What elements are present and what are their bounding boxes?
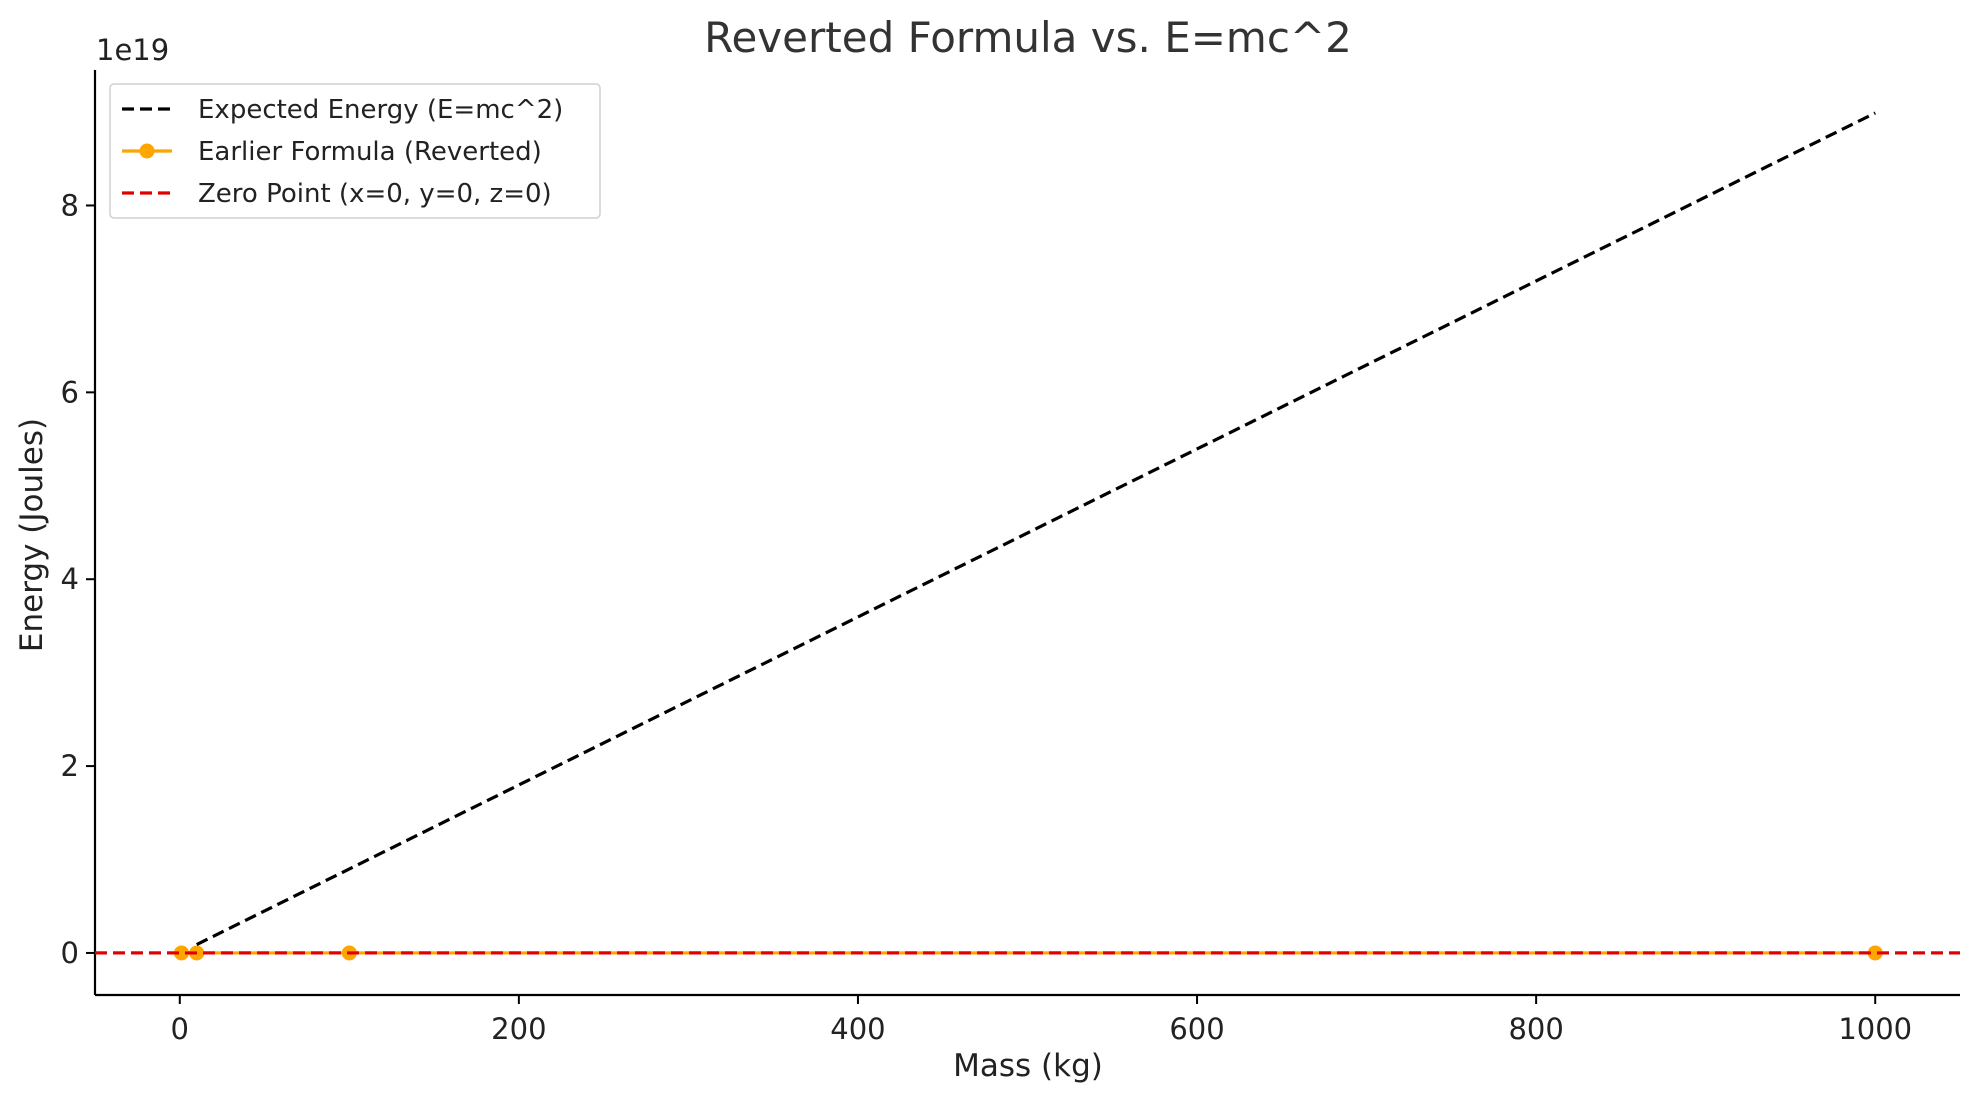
x-tick-label: 0 (171, 1012, 189, 1046)
legend-label: Expected Energy (E=mc^2) (198, 95, 563, 125)
legend-marker (139, 143, 155, 159)
earlier-formula-point (173, 945, 189, 961)
x-tick-label: 200 (491, 1012, 546, 1046)
x-tick-label: 600 (1169, 1012, 1224, 1046)
earlier-formula-point (1867, 945, 1883, 961)
x-tick-label: 800 (1508, 1012, 1563, 1046)
legend: Expected Energy (E=mc^2) Earlier Formula … (109, 83, 601, 219)
chart-title: Reverted Formula vs. E=mc^2 (704, 13, 1352, 62)
y-axis-label: Energy (Joules) (14, 418, 50, 652)
x-axis-label: Mass (kg) (953, 1048, 1103, 1084)
legend-box (109, 83, 601, 219)
x-tick-label: 400 (830, 1012, 885, 1046)
x-tick-label: 1000 (1838, 1012, 1912, 1046)
y-tick-label: 6 (61, 375, 79, 409)
y-tick-label: 2 (61, 749, 79, 783)
y-tick-label: 8 (61, 188, 79, 222)
y-tick-label: 4 (61, 562, 79, 596)
plot-area: 0 200 400 600 800 1000 0 2 4 6 8 (61, 70, 1960, 1046)
legend-label: Earlier Formula (Reverted) (198, 137, 542, 167)
y-tick-label: 0 (61, 936, 79, 970)
legend-label: Zero Point (x=0, y=0, z=0) (198, 179, 552, 209)
expected-energy-line (196, 111, 1876, 946)
y-offset-label: 1e19 (96, 33, 169, 67)
